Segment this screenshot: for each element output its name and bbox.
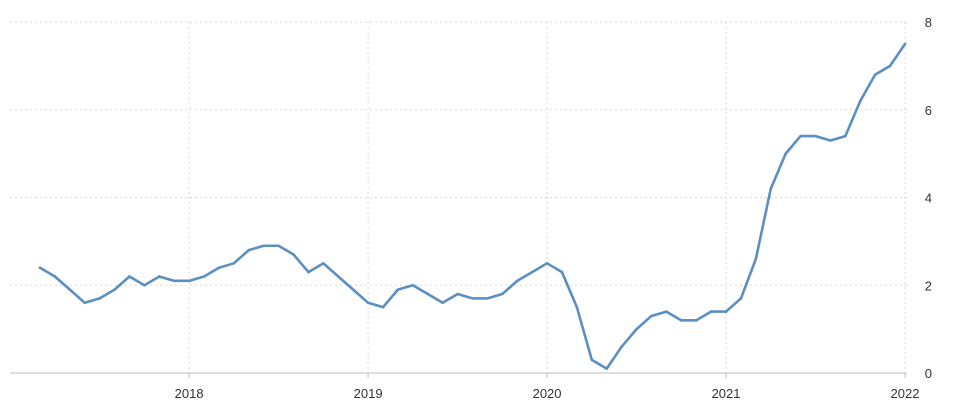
data-point <box>262 244 266 248</box>
data-point <box>187 279 191 283</box>
data-point <box>545 262 549 265</box>
data-point <box>799 134 802 138</box>
data-point <box>322 262 325 265</box>
data-point <box>247 248 251 252</box>
y-tick-label: 0 <box>925 366 932 381</box>
data-point <box>560 270 564 274</box>
data-point <box>366 301 370 305</box>
data-point <box>694 319 698 322</box>
data-point <box>411 283 415 287</box>
data-point <box>53 275 57 278</box>
data-point <box>709 310 713 313</box>
data-point <box>307 270 310 274</box>
x-tick-label: 2021 <box>712 386 741 401</box>
data-point <box>83 301 87 305</box>
data-point <box>441 301 444 305</box>
data-point <box>172 279 176 283</box>
data-point <box>158 275 161 278</box>
data-point <box>903 42 907 46</box>
y-tick-label: 8 <box>925 15 932 30</box>
data-point <box>679 319 683 322</box>
data-point <box>113 288 116 291</box>
data-point <box>143 283 146 287</box>
x-tick-label: 2020 <box>533 386 562 401</box>
data-point <box>38 266 42 270</box>
data-point <box>336 275 340 278</box>
data-point <box>665 310 668 313</box>
data-point <box>471 297 474 300</box>
data-point <box>351 288 355 291</box>
data-point <box>486 297 489 300</box>
y-tick-label: 4 <box>925 191 932 206</box>
data-point <box>724 310 728 313</box>
series-line <box>38 42 907 370</box>
data-point <box>426 292 430 296</box>
data-point <box>620 345 623 348</box>
data-point <box>128 275 131 278</box>
data-point <box>396 288 400 291</box>
data-point <box>858 99 862 103</box>
data-point <box>590 358 594 362</box>
data-point <box>68 288 72 291</box>
data-point <box>515 279 519 283</box>
data-point <box>814 134 817 138</box>
y-tick-label: 6 <box>925 103 932 118</box>
data-point <box>635 327 638 331</box>
x-tick-label: 2022 <box>891 386 920 401</box>
data-point <box>829 139 832 142</box>
data-point <box>381 305 385 309</box>
data-point <box>277 244 280 248</box>
data-point <box>232 262 236 265</box>
data-point <box>98 297 101 300</box>
y-tick-label: 2 <box>925 278 932 293</box>
data-point <box>575 305 579 309</box>
data-point <box>769 187 773 191</box>
data-point <box>456 292 459 296</box>
grid-layer <box>10 21 907 373</box>
data-point <box>784 152 787 155</box>
x-tick-label: 2018 <box>175 386 204 401</box>
data-point <box>217 266 221 270</box>
data-point <box>739 297 743 300</box>
data-point <box>292 253 295 256</box>
data-point <box>501 292 504 296</box>
y-axis: 0 2 4 6 8 <box>925 15 932 381</box>
data-point <box>530 270 534 274</box>
data-point <box>844 134 847 138</box>
data-point <box>605 367 609 370</box>
data-points <box>38 42 907 370</box>
data-point <box>650 314 653 318</box>
x-tick-label: 2019 <box>354 386 383 401</box>
data-point <box>202 275 206 278</box>
data-point <box>888 64 892 68</box>
x-axis: 2018 2019 2020 2021 2022 <box>175 373 920 401</box>
data-point <box>873 73 877 76</box>
data-point <box>754 257 758 261</box>
